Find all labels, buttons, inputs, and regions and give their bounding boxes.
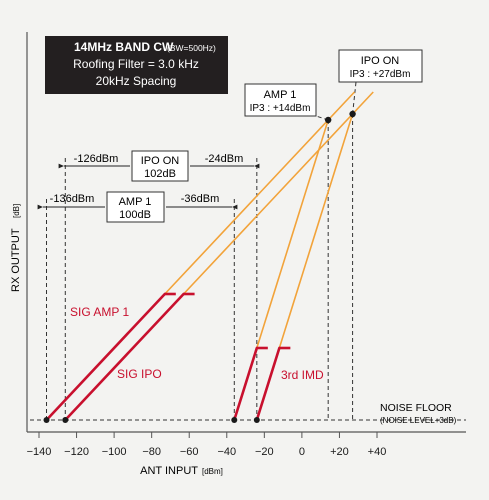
extrapolation-line-0	[164, 91, 356, 295]
dr-ipo-name: IPO ON	[141, 155, 180, 167]
ip3-amp1-name: AMP 1	[264, 89, 297, 101]
series-label-sig-amp1: SIG AMP 1	[70, 305, 129, 319]
x-tick-label: −80	[142, 446, 161, 458]
ip3-ipo-name: IPO ON	[361, 55, 400, 67]
dr-ipo-value: 102dB	[144, 168, 176, 180]
noise-floor-sublabel: (NOISE LEVEL+3dB)	[380, 416, 457, 425]
y-axis-label: RX OUTPUT	[10, 228, 22, 292]
ip3-box-amp1: AMP 1 IP3 : +14dBm	[244, 83, 317, 117]
series-line-1	[63, 292, 185, 422]
dr-amp1-left-label: -136dBm	[50, 193, 95, 205]
noise-floor-label: NOISE FLOOR	[380, 402, 452, 414]
x-tick-label: +40	[368, 446, 387, 458]
x-ticks: −140 −120 −100 −80 −60 −40 −20 0 +20 +40	[27, 432, 387, 458]
ip3-amp1-value: IP3 : +14dBm	[250, 103, 311, 114]
series-line-2	[232, 346, 259, 422]
title-bandwidth: (BW=500Hz)	[167, 43, 216, 53]
series-lines	[45, 292, 291, 422]
dr-ipo-left-label: -126dBm	[74, 153, 119, 165]
series-label-sig-ipo: SIG IPO	[117, 367, 162, 381]
callout-ip3-ipo	[352, 81, 357, 115]
dr-amp1-right-label: -36dBm	[181, 193, 220, 205]
dynamic-range-amp1: -136dBm -36dBm AMP 1 100dB	[37, 191, 238, 223]
x-tick-label: −40	[217, 446, 236, 458]
x-axis-label: ANT INPUT	[140, 465, 198, 477]
ip3-point-1	[349, 110, 356, 118]
ip3-point-0	[324, 116, 332, 124]
ip3-box-ipo: IPO ON IP3 : +27dBm	[338, 49, 423, 83]
noise-floor-point-3	[253, 417, 260, 423]
ip3-ipo-value: IP3 : +27dBm	[350, 69, 411, 80]
series-line-0	[45, 292, 167, 422]
extrapolation-line-3	[278, 113, 354, 349]
series-line-3	[255, 346, 281, 422]
extrapolation-line-1	[183, 91, 374, 295]
x-tick-label: −20	[255, 446, 274, 458]
x-tick-label: −120	[64, 446, 89, 458]
title-box: 14MHz BAND CW (BW=500Hz) Roofing Filter …	[45, 36, 228, 94]
title-band: 14MHz BAND CW	[74, 40, 174, 54]
x-tick-label: −140	[27, 446, 52, 458]
guide-lines	[30, 81, 466, 421]
title-roofing: Roofing Filter = 3.0 kHz	[73, 57, 199, 71]
x-tick-label: 0	[299, 446, 305, 458]
extrapolation-lines	[164, 91, 374, 349]
noise-floor-point-2	[231, 417, 238, 423]
data-points	[43, 110, 356, 423]
x-tick-label: −60	[180, 446, 199, 458]
x-tick-label: +20	[330, 446, 349, 458]
extrapolation-line-2	[256, 119, 329, 349]
dr-ipo-right-label: -24dBm	[205, 153, 244, 165]
noise-floor-point-0	[43, 417, 50, 423]
x-tick-label: −100	[102, 446, 127, 458]
title-spacing: 20kHz Spacing	[96, 74, 177, 88]
dr-amp1-value: 100dB	[119, 209, 151, 221]
dynamic-range-ipo: -126dBm -24dBm IPO ON 102dB	[58, 150, 260, 182]
series-label-3rd-imd: 3rd IMD	[281, 368, 324, 382]
x-axis-unit: [dBm]	[202, 467, 223, 476]
dr-amp1-name: AMP 1	[119, 196, 152, 208]
noise-floor-point-1	[62, 417, 69, 423]
y-axis-unit: [dB]	[12, 204, 21, 218]
